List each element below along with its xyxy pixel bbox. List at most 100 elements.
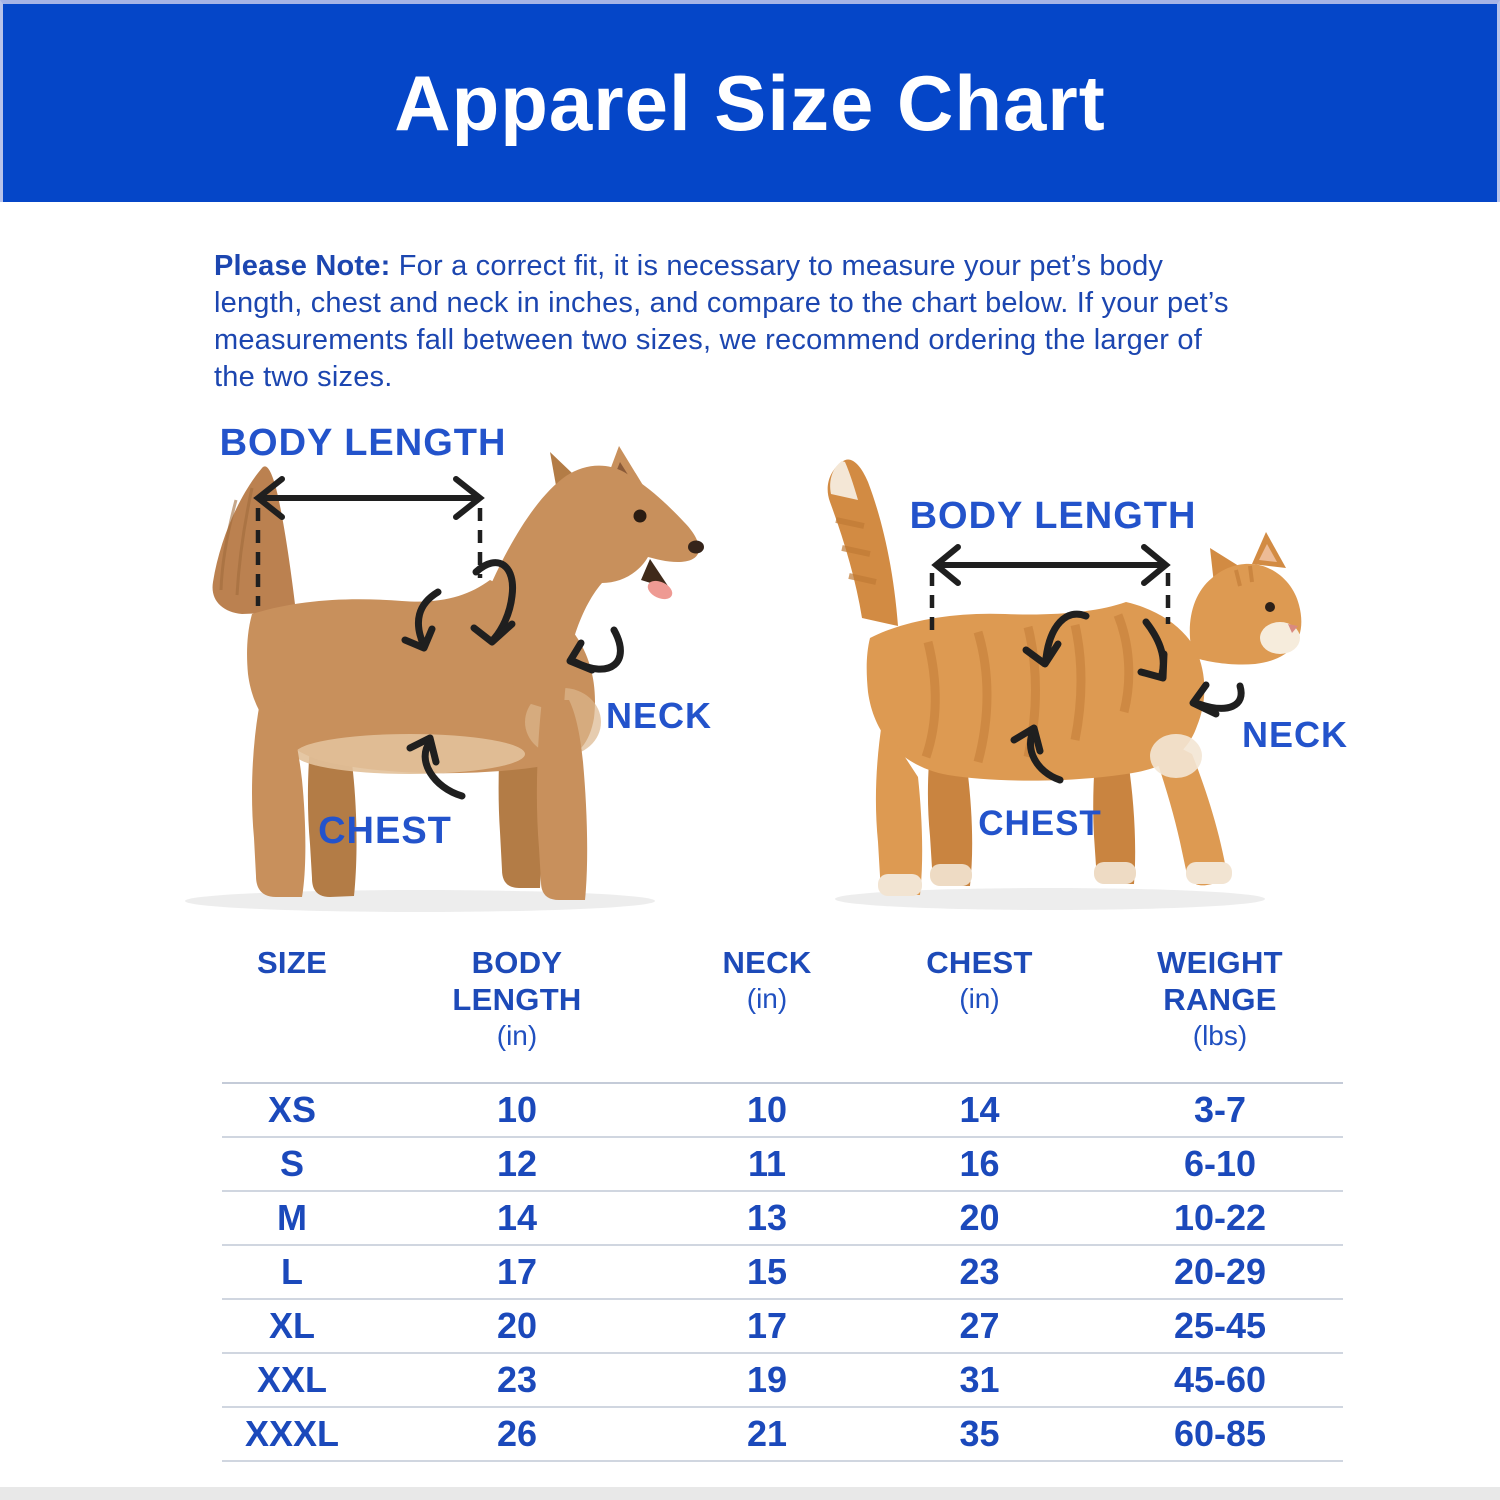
cell-body-length: 23 [496, 1359, 538, 1400]
table-row: XL 20 17 27 25-45 [222, 1300, 1343, 1354]
dog-body-length-label: BODY LENGTH [220, 422, 507, 464]
dog-belly-patch [295, 734, 525, 774]
cell-weight-range: 6-10 [1183, 1143, 1257, 1184]
dog-neck-arc-front-head [566, 639, 596, 674]
dog-head [492, 465, 700, 714]
dog-tail-fur-lines [219, 487, 254, 596]
table-row: XXXL 26 21 35 60-85 [222, 1408, 1343, 1462]
dog-chest-annotation [406, 734, 466, 800]
cell-body-length: 20 [496, 1305, 538, 1346]
cell-chest: 35 [959, 1413, 1000, 1454]
table-row: XS 10 10 14 3-7 [222, 1084, 1343, 1138]
dog-neck-arc-left [414, 588, 442, 650]
column-header-body-length: BODY LENGTH (in) [452, 945, 582, 1051]
cat-neck-arc-front-head [1189, 681, 1220, 718]
cell-size: M [277, 1197, 307, 1238]
column-header-size: SIZE [256, 945, 328, 980]
note-text: For a correct fit, it is necessary to me… [214, 250, 1229, 393]
dog-measurement-diagram: BODY LENGTH NECK CHEST [185, 422, 712, 912]
cell-chest: 20 [959, 1197, 1000, 1238]
dog-neck-label: NECK [606, 695, 712, 736]
dog-arrowhead-right [453, 476, 485, 520]
cell-weight-range: 3-7 [1193, 1089, 1247, 1130]
cat-arrowhead-left [931, 544, 961, 586]
cat-muzzle [1260, 622, 1300, 654]
cat-measurement-diagram: BODY LENGTH NECK CHEST [827, 459, 1348, 910]
cell-chest: 31 [959, 1359, 1000, 1400]
cell-size: XL [268, 1305, 315, 1346]
cell-body-length: 12 [496, 1143, 538, 1184]
cell-weight-range: 20-29 [1173, 1251, 1267, 1292]
cell-body-length: 10 [496, 1089, 538, 1130]
dog-front-leg-near [536, 700, 588, 900]
cell-neck: 21 [746, 1413, 788, 1454]
dog-rear-leg-near [252, 700, 306, 897]
cat-chest-label: CHEST [978, 804, 1102, 843]
cat-arrowhead-right [1141, 544, 1171, 586]
size-table: SIZE BODY LENGTH (in) NECK (in) CHEST (i… [222, 944, 1343, 1462]
cell-weight-range: 10-22 [1173, 1197, 1267, 1238]
cell-neck: 10 [746, 1089, 788, 1130]
cat-rear-leg-near [875, 722, 923, 895]
cat-tail [827, 459, 898, 626]
cat-illustration [827, 459, 1302, 910]
cell-chest: 23 [959, 1251, 1000, 1292]
cell-neck: 13 [746, 1197, 788, 1238]
dog-tongue [647, 580, 673, 600]
cat-ear-inner [1259, 544, 1277, 562]
footer-strip [0, 1487, 1500, 1500]
table-row: XXL 23 19 31 45-60 [222, 1354, 1343, 1408]
table-row: S 12 11 16 6-10 [222, 1138, 1343, 1192]
cell-chest: 14 [959, 1089, 1000, 1130]
cat-rear-paw-near [878, 874, 922, 896]
column-header-neck: NECK (in) [722, 945, 812, 1014]
cell-size: XS [267, 1089, 317, 1130]
cat-front-paw-far [1094, 862, 1136, 884]
dog-chest-arc [421, 738, 466, 800]
cat-rear-paw-far [930, 864, 972, 886]
size-table-header: SIZE BODY LENGTH (in) NECK (in) CHEST (i… [222, 944, 1343, 1084]
cell-size: S [279, 1143, 304, 1184]
dog-eye [633, 509, 647, 523]
cell-neck: 19 [746, 1359, 788, 1400]
table-row: M 14 13 20 10-22 [222, 1192, 1343, 1246]
cell-neck: 11 [747, 1143, 787, 1184]
cell-weight-range: 25-45 [1173, 1305, 1267, 1346]
cat-body-length-label: BODY LENGTH [910, 495, 1197, 537]
cell-body-length: 26 [496, 1413, 538, 1454]
note-paragraph: Please Note: For a correct fit, it is ne… [214, 248, 1240, 396]
cell-size: XXL [256, 1359, 327, 1400]
cell-neck: 17 [746, 1305, 788, 1346]
cat-neck-label: NECK [1242, 714, 1348, 755]
cat-neck-arc-left-head [1022, 640, 1062, 668]
cat-head-stripes [1234, 565, 1254, 587]
column-header-chest: CHEST (in) [926, 945, 1033, 1014]
cell-weight-range: 60-85 [1173, 1413, 1267, 1454]
cell-size: L [281, 1251, 303, 1292]
table-row: L 17 15 23 20-29 [222, 1246, 1343, 1300]
dog-mouth [641, 559, 670, 589]
cell-neck: 15 [746, 1251, 788, 1292]
cat-chest-arc-head [1010, 724, 1044, 755]
cell-weight-range: 45-60 [1173, 1359, 1267, 1400]
title-banner: Apparel Size Chart [0, 0, 1500, 202]
dog-arrowhead-left [253, 476, 285, 520]
cat-neck-annotation [1022, 610, 1245, 718]
cell-body-length: 17 [496, 1251, 538, 1292]
cat-body-stripes [921, 613, 1134, 764]
cat-chest-patch [1150, 734, 1202, 778]
dog-tail [212, 466, 296, 614]
dog-neck-arc-top-head [470, 620, 516, 646]
cell-size: XXXL [244, 1413, 340, 1454]
dog-neck-annotation [401, 559, 624, 674]
dog-shadow [185, 890, 655, 912]
cat-tail-stripes [835, 517, 877, 585]
cell-body-length: 14 [496, 1197, 538, 1238]
cat-neck-arc-right-head [1137, 650, 1168, 682]
dog-body-length-annotation [253, 476, 485, 606]
dog-neck-arc-left-head [401, 625, 436, 652]
cat-shadow [835, 888, 1265, 910]
cat-chest-annotation [1010, 724, 1064, 784]
dog-chest-arc-head [406, 734, 440, 766]
